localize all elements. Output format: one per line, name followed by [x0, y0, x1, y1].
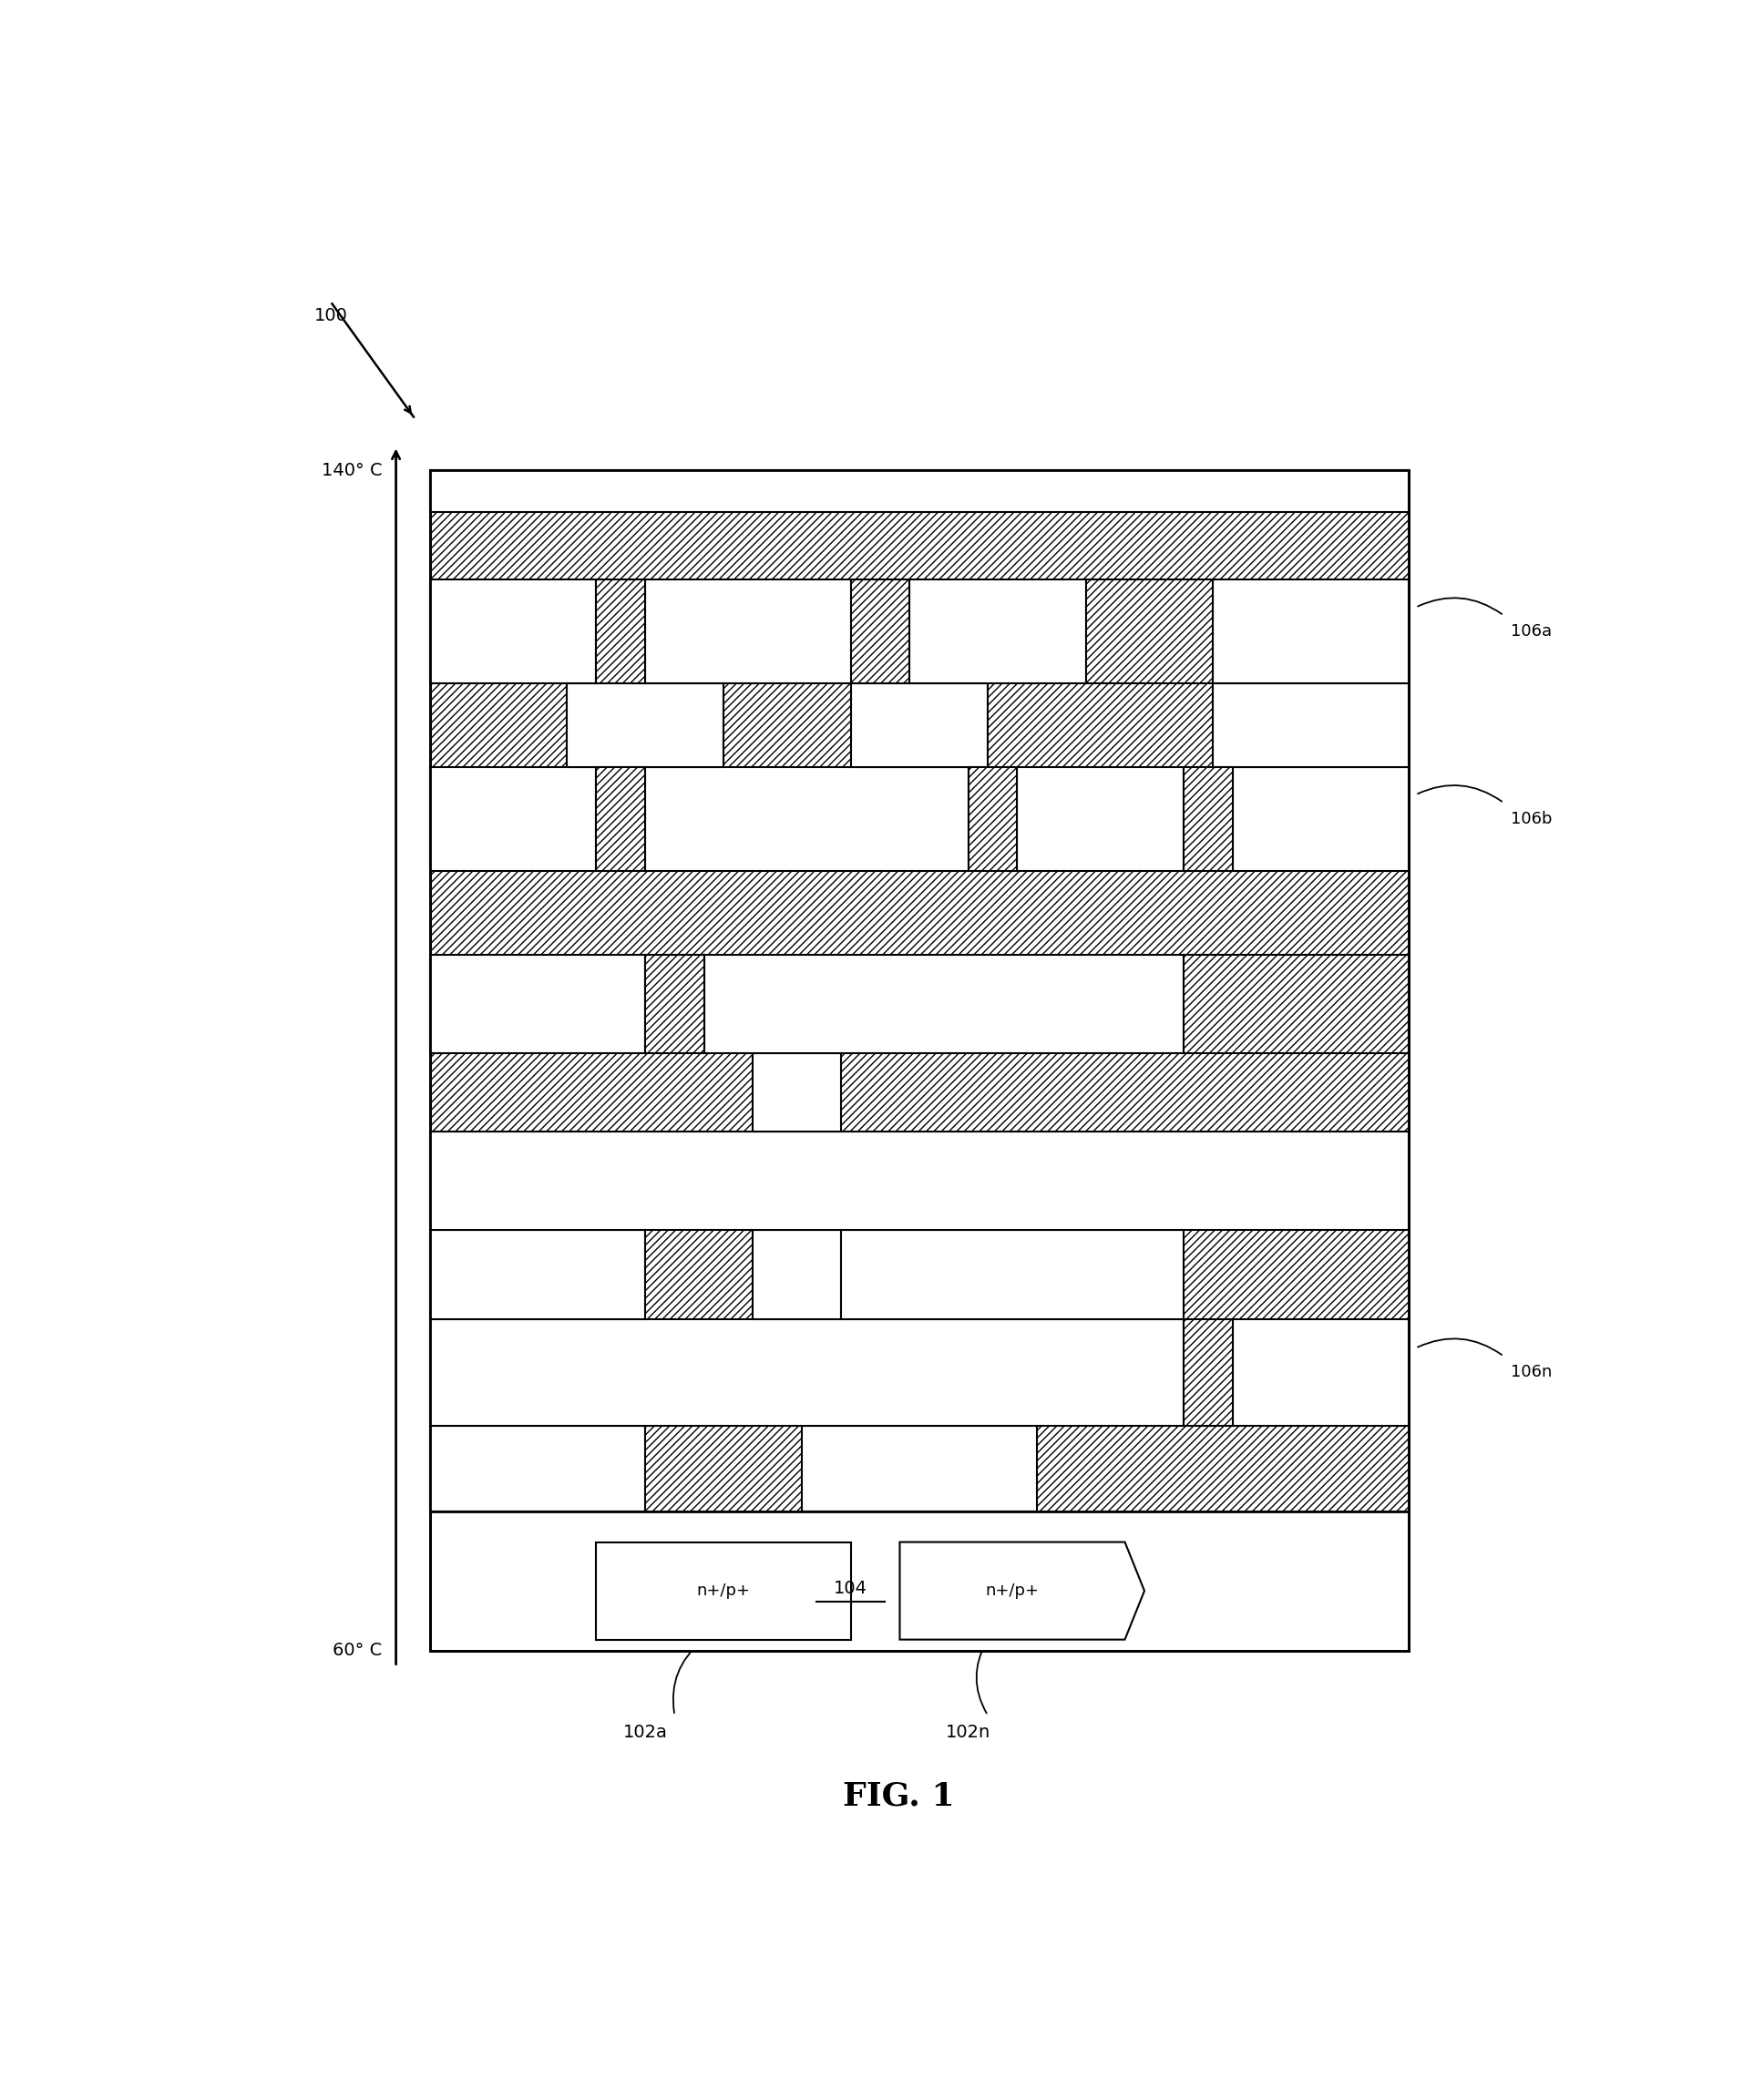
Bar: [851, 685, 988, 767]
Text: 100: 100: [314, 307, 347, 326]
Text: 102a: 102a: [623, 1724, 668, 1741]
Bar: [430, 470, 1408, 1651]
Bar: [752, 1231, 840, 1319]
Bar: [1233, 766, 1408, 872]
Bar: [752, 1054, 840, 1132]
Bar: [703, 953, 1184, 1054]
Bar: [840, 1231, 1184, 1319]
Text: 60° C: 60° C: [333, 1642, 382, 1659]
Bar: [1233, 1319, 1408, 1426]
Bar: [596, 580, 645, 685]
Bar: [1184, 953, 1408, 1054]
Text: 102n: 102n: [945, 1724, 991, 1741]
Bar: [645, 766, 968, 872]
Bar: [430, 580, 596, 685]
Bar: [430, 470, 1408, 1512]
Text: n+/p+: n+/p+: [696, 1583, 751, 1598]
Bar: [1086, 580, 1214, 685]
Bar: [645, 953, 703, 1054]
Text: 140° C: 140° C: [321, 462, 382, 479]
Bar: [968, 766, 1017, 872]
Bar: [1184, 1319, 1233, 1426]
Bar: [1184, 766, 1233, 872]
Bar: [596, 766, 645, 872]
Text: 106a: 106a: [1510, 624, 1552, 640]
Bar: [645, 580, 851, 685]
Bar: [1214, 685, 1408, 767]
Bar: [430, 1132, 1408, 1231]
Text: 104: 104: [833, 1579, 868, 1596]
Bar: [851, 580, 910, 685]
Bar: [430, 1512, 1408, 1651]
Text: 106n: 106n: [1510, 1365, 1552, 1380]
Bar: [430, 766, 596, 872]
Polygon shape: [900, 1541, 1144, 1640]
Bar: [802, 1426, 1037, 1512]
Text: n+/p+: n+/p+: [986, 1583, 1038, 1598]
Bar: [1017, 766, 1184, 872]
Bar: [596, 1541, 851, 1640]
Text: 106b: 106b: [1510, 811, 1552, 827]
Text: FIG. 1: FIG. 1: [844, 1781, 954, 1812]
Bar: [430, 1319, 1184, 1426]
Bar: [430, 470, 1408, 512]
Bar: [430, 1426, 645, 1512]
Bar: [567, 685, 724, 767]
Bar: [430, 1231, 645, 1319]
Bar: [1214, 580, 1408, 685]
Bar: [910, 580, 1086, 685]
Bar: [430, 953, 645, 1054]
